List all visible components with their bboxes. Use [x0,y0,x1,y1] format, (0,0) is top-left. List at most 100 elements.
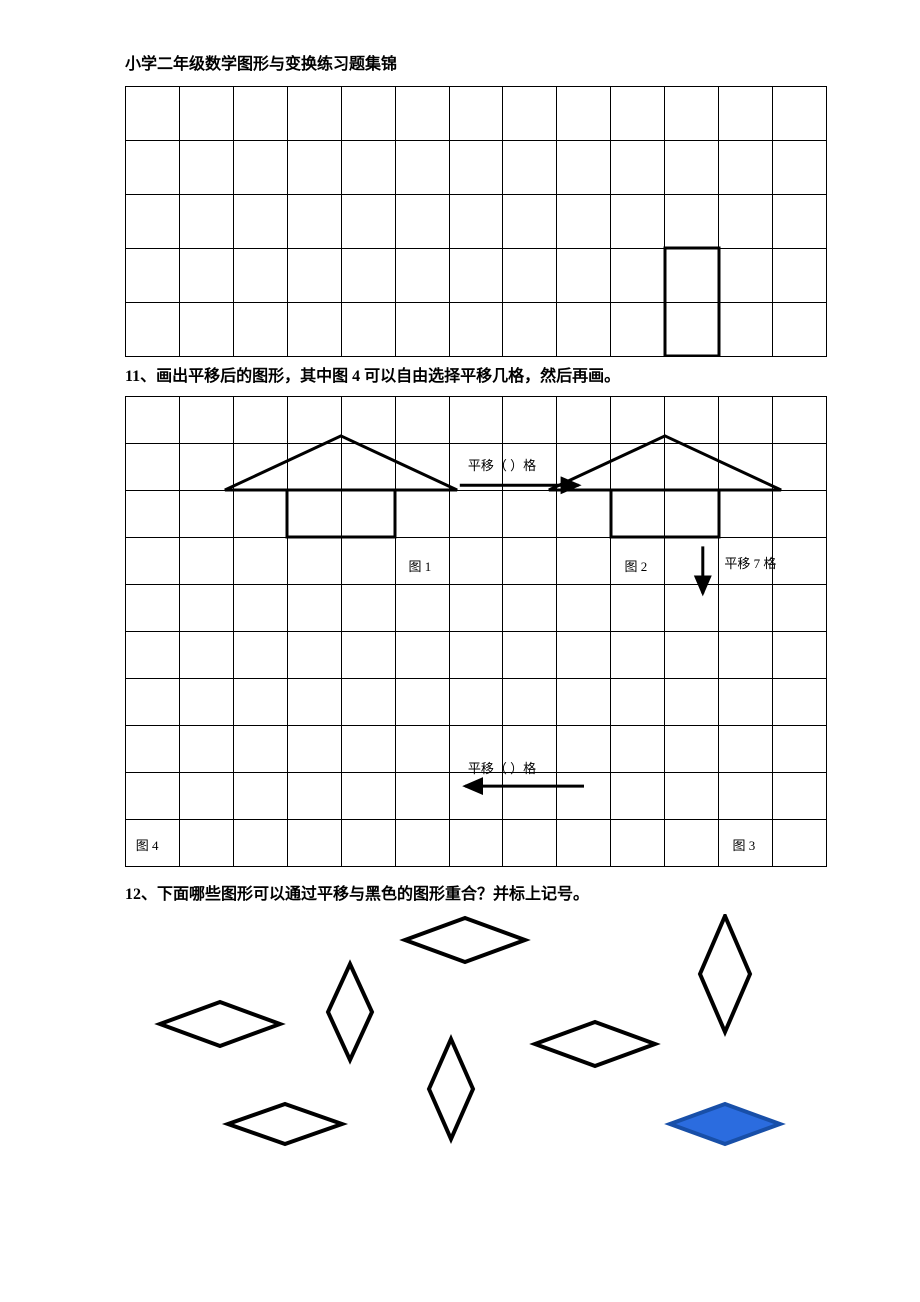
grid-main-cell [773,491,827,538]
grid-main-cell [665,585,719,632]
grid-main-cell [449,585,503,632]
grid-top-cell [341,249,395,303]
grid-top-cell [719,141,773,195]
grid-top-cell [395,195,449,249]
diamond-shape [429,1039,473,1139]
grid-main-cell [449,491,503,538]
grid-top-cell [233,141,287,195]
grid-top-cell [287,249,341,303]
grid-main-cell [233,632,287,679]
translate-arrow-label: 平移（ ）格 [468,758,536,777]
grid-top-cell [126,249,180,303]
grid-main-cell [395,679,449,726]
grid-main-cell [611,679,665,726]
grid-main-cell [126,585,180,632]
grid-main-cell [126,773,180,820]
grid-top-cell [611,195,665,249]
grid-main-cell [773,773,827,820]
grid-main-cell [503,820,557,867]
grid-top-cell [449,249,503,303]
grid-main-cell [233,679,287,726]
diamond-shape [160,1002,280,1046]
grid-main-cell [179,773,233,820]
grid-top-cell [773,249,827,303]
grid-main-cell [395,444,449,491]
grid-main-cell [179,679,233,726]
grid-main-cell [557,632,611,679]
grid-main-cell [395,585,449,632]
grid-top-cell [179,303,233,357]
grid-top-cell [719,195,773,249]
grid-main-cell [503,397,557,444]
grid-main-cell [179,585,233,632]
grid-main-cell [179,726,233,773]
grid-top-cell [395,303,449,357]
grid-main-cell [773,444,827,491]
grid-top-cell [287,87,341,141]
grid-main-cell [773,585,827,632]
grid-main-cell [126,726,180,773]
grid-main-cell [449,773,503,820]
grid-main-cell [126,679,180,726]
grid-top-cell [503,87,557,141]
grid-top-cell [503,303,557,357]
grid-top-cell [287,141,341,195]
grid-main-cell [719,444,773,491]
grid-top-cell [449,141,503,195]
grid-main-cell [719,585,773,632]
grid-main-cell [179,444,233,491]
grid-main-cell [665,632,719,679]
grid-main-cell [773,726,827,773]
grid-top-cell [233,87,287,141]
grid-main-cell [126,632,180,679]
grid-top-cell [719,87,773,141]
grid-top-cell [233,303,287,357]
grid-main-cell [233,726,287,773]
grid-main-cell [179,632,233,679]
grid-main-cell [395,632,449,679]
grid-main-cell [287,491,341,538]
grid-main-cell [287,679,341,726]
grid-top [125,86,827,357]
grid-main-cell [449,397,503,444]
grid-main-cell [665,397,719,444]
grid-top-cell [179,141,233,195]
grid-top-cell [233,195,287,249]
grid-top-cell [395,249,449,303]
grid-top-cell [503,249,557,303]
grid-main-cell [557,585,611,632]
grid-top-cell [126,87,180,141]
grid-main-cell [449,538,503,585]
grid-main-cell [665,538,719,585]
grid-main-cell [449,679,503,726]
grid-top-cell [773,303,827,357]
grid-main-cell [233,538,287,585]
diamonds-svg [125,914,825,1174]
grid-main-cell [503,632,557,679]
grid-main-cell [611,726,665,773]
grid-main-cell [126,538,180,585]
question-12: 12、下面哪些图形可以通过平移与黑色的图形重合？并标上记号。 [125,880,825,904]
grid-top-cell [287,303,341,357]
grid-top-cell [233,249,287,303]
grid-main-cell [665,820,719,867]
diamond-shape [405,918,525,962]
grid-top-cell [395,141,449,195]
grid-top-cell [773,141,827,195]
grid-top-cell [611,303,665,357]
grid-top-cell [665,303,719,357]
figure-label: 图 4 [136,835,159,854]
grid-main-cell [341,820,395,867]
grid-main-cell [341,444,395,491]
grid-main-wrap: 平移（ ）格平移 7 格平移（ ）格图 1图 2图 4图 3 [125,396,827,866]
grid-top-cell [719,249,773,303]
grid-main-cell [179,820,233,867]
grid-main-cell [665,773,719,820]
grid-main-cell [773,538,827,585]
grid-top-cell [719,303,773,357]
translate-arrow-label: 平移（ ）格 [468,455,536,474]
grid-top-cell [179,249,233,303]
grid-top-cell [395,87,449,141]
grid-main-cell [773,397,827,444]
grid-top-cell [126,141,180,195]
